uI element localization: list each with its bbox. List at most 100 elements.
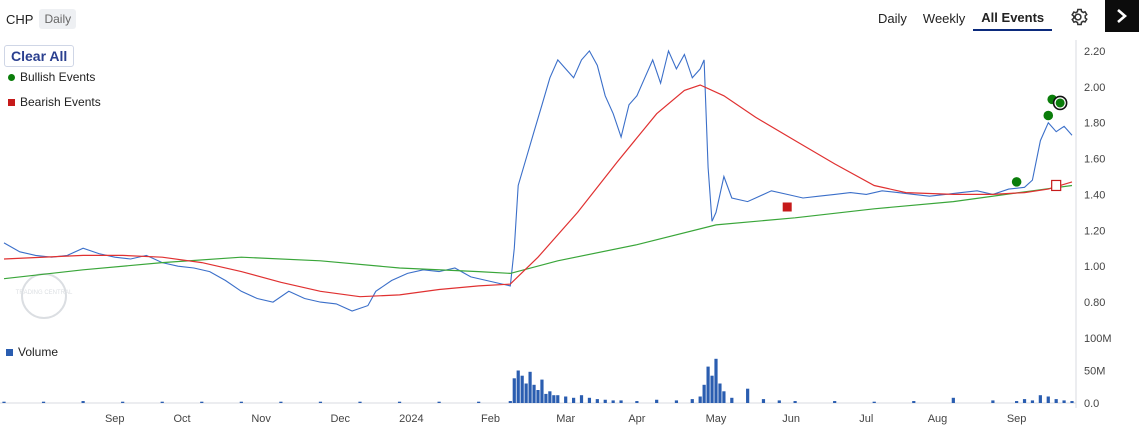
watermark-text: TRADING CENTRAL <box>16 290 73 296</box>
x-tick-label: Oct <box>173 413 190 425</box>
volume-bar <box>528 371 532 403</box>
gear-icon[interactable] <box>1068 7 1088 27</box>
volume-bar <box>1070 401 1074 403</box>
volume-bar <box>548 391 552 403</box>
bullish-marker-icon <box>8 73 15 81</box>
volume-bar <box>730 397 734 403</box>
period-badge[interactable]: Daily <box>39 9 77 29</box>
legend-bearish[interactable]: Bearish Events <box>8 95 101 109</box>
volume-bar <box>1062 400 1066 403</box>
legend-volume[interactable]: Volume <box>6 345 58 359</box>
tab-weekly[interactable]: Weekly <box>922 11 966 26</box>
x-tick-label: Sep <box>1007 413 1027 425</box>
legend-bullish[interactable]: Bullish Events <box>8 70 95 84</box>
volume-bar <box>761 399 766 403</box>
volume-bar <box>1054 399 1058 403</box>
volume-bar <box>318 401 323 403</box>
volume-bar <box>358 401 362 403</box>
volume-bar <box>1046 396 1050 403</box>
legend-bearish-label: Bearish Events <box>20 95 101 109</box>
ticker-symbol: CHP <box>6 11 34 27</box>
volume-bar <box>279 401 283 403</box>
volume-bar <box>833 401 837 403</box>
bearish-event-marker-outline[interactable] <box>1051 179 1062 192</box>
volume-bar <box>635 401 639 403</box>
volume-bar <box>572 397 576 403</box>
volume-bar <box>777 400 781 403</box>
volume-bar <box>655 399 659 403</box>
volume-bar <box>912 401 916 403</box>
y-tick-label: 2.20 <box>1084 46 1105 58</box>
volume-bar <box>706 366 710 403</box>
volume-bar <box>595 399 599 403</box>
volume-bar <box>512 378 516 403</box>
volume-bar <box>556 395 560 403</box>
y-tick-label: 1.80 <box>1084 118 1105 130</box>
volume-bar <box>552 395 556 403</box>
volume-bar <box>991 400 995 403</box>
y-tick-label: 1.60 <box>1084 154 1105 166</box>
volume-bar <box>2 401 6 403</box>
x-tick-label: Mar <box>556 413 575 425</box>
volume-bar <box>619 400 623 403</box>
volume-bar <box>872 401 876 403</box>
x-tick-label: 2024 <box>399 413 423 425</box>
volume-bar <box>508 401 512 403</box>
volume-bar <box>1038 395 1042 403</box>
volume-tick-label: 50M <box>1084 366 1105 378</box>
volume-bar <box>674 400 679 403</box>
volume-bar <box>951 397 955 403</box>
bearish-marker-icon <box>8 98 15 106</box>
bearish-event-marker[interactable] <box>782 202 792 212</box>
x-tick-label: Aug <box>928 413 948 425</box>
volume-bar <box>121 401 125 403</box>
timeframe-tabs: Daily Weekly All Events <box>870 8 1053 31</box>
volume-bar <box>564 396 568 403</box>
bullish-event-marker[interactable] <box>1055 98 1065 108</box>
x-tick-label: Jul <box>859 413 873 425</box>
volume-bar <box>1022 399 1027 403</box>
clear-all-button[interactable]: Clear All <box>4 45 75 67</box>
volume-bar <box>477 401 481 403</box>
chart-header: CHP Daily <box>6 9 77 29</box>
tab-daily[interactable]: Daily <box>878 11 907 26</box>
volume-bar <box>41 401 46 403</box>
volume-marker-icon <box>6 348 13 356</box>
bullish-event-marker[interactable] <box>1011 177 1022 187</box>
volume-bar <box>200 401 204 403</box>
volume-tick-label: 0.0 <box>1084 398 1099 410</box>
volume-bar <box>536 390 540 403</box>
volume-bar <box>524 383 528 403</box>
volume-bar <box>540 379 544 403</box>
x-tick-label: Sep <box>105 413 125 425</box>
volume-bar <box>587 397 592 403</box>
x-tick-label: May <box>706 413 727 425</box>
tab-all-events[interactable]: All Events <box>973 8 1053 31</box>
volume-bar <box>690 399 694 403</box>
volume-bar <box>516 370 520 403</box>
volume-bar <box>160 401 164 403</box>
chevron-right-icon <box>1117 9 1127 23</box>
x-tick-label: Dec <box>330 413 350 425</box>
next-panel-button[interactable] <box>1105 0 1139 32</box>
volume-bar <box>714 358 718 403</box>
x-tick-label: Feb <box>481 413 500 425</box>
y-tick-label: 1.00 <box>1084 261 1105 273</box>
volume-bar <box>698 396 702 403</box>
volume-bar <box>603 399 607 403</box>
bullish-event-marker[interactable] <box>1043 110 1054 121</box>
moving-average-green <box>3 184 1073 280</box>
volume-bar <box>532 384 536 403</box>
legend-bullish-label: Bullish Events <box>20 70 96 84</box>
volume-bar <box>520 375 524 403</box>
x-tick-label: Nov <box>251 413 271 425</box>
volume-bar <box>793 401 797 403</box>
volume-bar <box>702 384 706 403</box>
volume-bar <box>81 401 85 403</box>
volume-bar <box>437 401 441 403</box>
moving-average-red <box>3 84 1073 298</box>
volume-bar <box>1015 401 1019 403</box>
volume-bar <box>722 391 726 403</box>
y-tick-label: 0.80 <box>1084 297 1105 309</box>
